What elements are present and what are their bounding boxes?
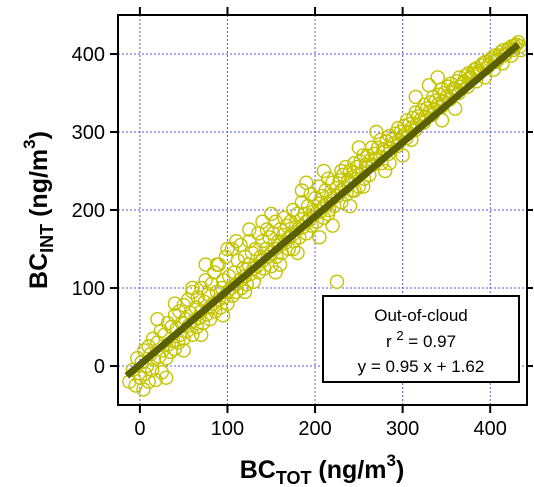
data-point: [215, 308, 231, 323]
data-point: [264, 206, 279, 222]
data-point: [329, 274, 345, 289]
y-axis-ticks: 0 100 200 300 400: [72, 44, 533, 378]
data-point: [316, 163, 332, 179]
data-point: [452, 70, 467, 85]
x-axis-ticks: 0 100 200 300 400: [134, 7, 507, 440]
data-point: [338, 159, 353, 175]
data-point: [202, 312, 218, 327]
data-point: [244, 245, 260, 261]
data-point: [137, 366, 153, 381]
legend-title: Out-of-cloud: [374, 306, 468, 325]
data-point: [237, 284, 253, 300]
data-point: [250, 258, 265, 274]
y-tick-label: 100: [72, 278, 105, 300]
data-point: [185, 327, 200, 342]
data-point: [262, 230, 277, 245]
data-point: [408, 89, 423, 105]
x-tick-label: 200: [298, 418, 331, 440]
data-point: [242, 222, 257, 237]
data-point: [268, 265, 283, 280]
data-point: [430, 70, 445, 85]
data-point: [158, 370, 174, 385]
data-point: [272, 257, 288, 272]
data-point: [395, 148, 410, 163]
data-point: [297, 206, 312, 222]
data-point: [351, 140, 367, 155]
data-point: [377, 163, 393, 179]
data-point: [220, 241, 235, 257]
y-tick-label: 0: [94, 356, 105, 378]
data-point: [150, 312, 165, 327]
data-point: [334, 163, 349, 179]
data-point: [209, 257, 225, 272]
data-point: [128, 378, 143, 393]
x-tick-label: 300: [386, 418, 419, 440]
data-point: [285, 227, 300, 243]
data-point: [255, 214, 270, 229]
data-point: [421, 77, 437, 93]
y-tick-label: 200: [72, 200, 105, 222]
data-point: [224, 241, 240, 257]
data-point: [136, 382, 151, 397]
data-point: [312, 230, 327, 245]
x-tick-label: 400: [474, 418, 507, 440]
data-point: [144, 362, 160, 378]
data-point: [237, 249, 253, 264]
data-point: [229, 233, 244, 249]
data-point: [185, 284, 200, 300]
fit-line: [124, 41, 521, 379]
data-point: [299, 175, 314, 190]
x-axis-title: BCTOT (ng/m3): [240, 451, 405, 487]
legend-box: Out-of-cloud r 2 = 0.97 y = 0.95 x + 1.6…: [322, 295, 520, 383]
data-point: [434, 113, 450, 128]
data-point: [195, 315, 211, 331]
data-point: [342, 198, 358, 214]
legend-equation: y = 0.95 x + 1.62: [358, 357, 485, 376]
data-point: [176, 343, 191, 358]
data-point: [198, 257, 213, 272]
data-point: [194, 327, 209, 342]
data-point: [290, 245, 305, 261]
data-point: [294, 183, 310, 198]
data-point: [285, 241, 301, 257]
data-point: [185, 280, 200, 296]
y-tick-label: 300: [72, 122, 105, 144]
y-tick-label: 400: [72, 44, 105, 66]
data-point: [207, 265, 222, 280]
data-point: [369, 124, 384, 140]
legend-r2: r 2 = 0.97: [386, 328, 456, 351]
data-point: [230, 253, 246, 268]
y-axis-title: BCINT (ng/m3): [20, 131, 57, 289]
data-point: [167, 296, 183, 311]
data-point: [320, 171, 336, 187]
x-tick-label: 100: [211, 418, 244, 440]
x-tick-label: 0: [134, 418, 145, 440]
